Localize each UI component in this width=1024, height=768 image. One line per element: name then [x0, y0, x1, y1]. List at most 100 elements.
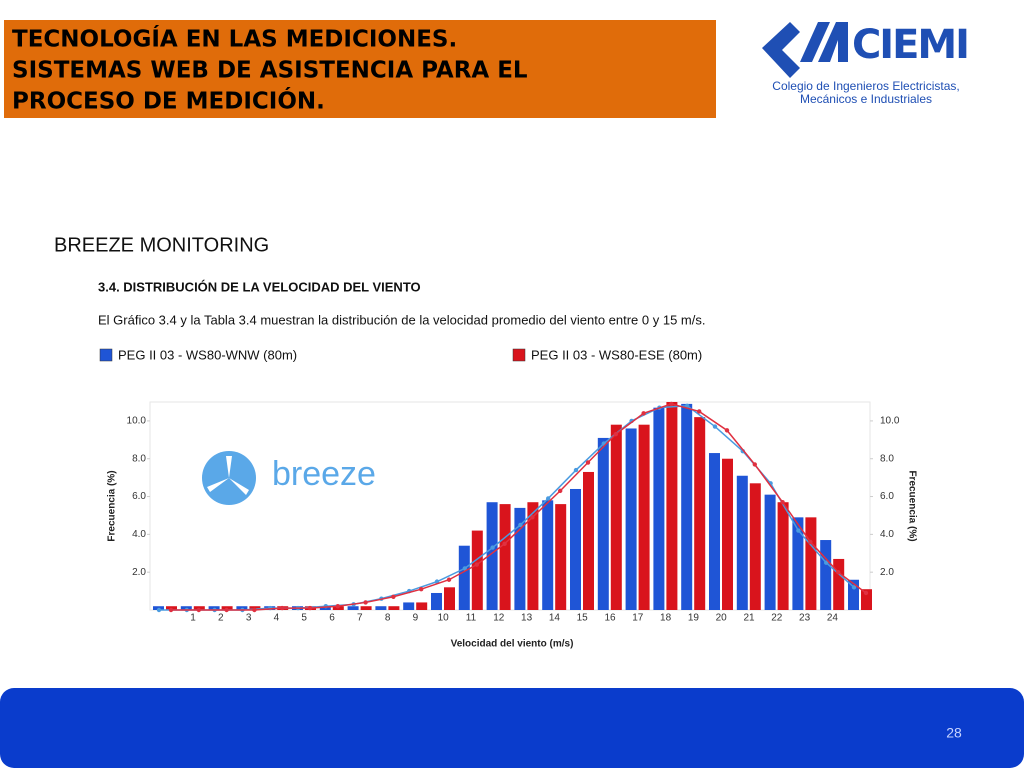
y-tick-label: 8.0 [132, 453, 146, 464]
legend-label: PEG II 03 - WS80-ESE (80m) [531, 347, 702, 362]
bar [625, 428, 637, 610]
bar [499, 504, 511, 610]
fit-point [712, 424, 718, 429]
bar [709, 453, 720, 610]
x-tick-label: 22 [771, 613, 783, 624]
bar [764, 494, 776, 610]
x-tick-label: 20 [716, 613, 728, 624]
bar [848, 579, 859, 610]
chart-title: 3.4. DISTRIBUCIÓN DE LA VELOCIDAD DEL VI… [98, 279, 421, 294]
legend-label: PEG II 03 - WS80-WNW (80m) [118, 347, 297, 362]
fit-point [752, 462, 757, 467]
bar [610, 424, 622, 610]
x-tick-label: 10 [438, 613, 450, 624]
x-tick-label: 24 [827, 613, 839, 624]
bar [736, 475, 748, 610]
fit-point [641, 411, 646, 416]
fit-point [697, 409, 702, 414]
x-tick-label: 4 [274, 613, 280, 624]
x-tick-label: 14 [549, 613, 561, 624]
bar [694, 417, 706, 610]
fit-point [363, 600, 368, 605]
x-tick-label: 6 [329, 613, 335, 624]
y-tick-label: 10.0 [127, 416, 147, 427]
x-tick-label: 9 [413, 613, 419, 624]
bar [570, 488, 581, 610]
x-tick-label: 11 [466, 613, 477, 624]
fit-point [252, 607, 257, 613]
y2-axis-label: Frecuencia (%) [906, 470, 917, 541]
fit-point [530, 515, 535, 520]
y-axis-label: Frecuencia (%) [107, 470, 118, 541]
y-tick-label: 6.0 [132, 491, 146, 502]
x-axis-label: Velocidad del viento (m/s) [451, 639, 574, 650]
x-tick-label: 23 [799, 613, 811, 624]
fit-point [585, 460, 591, 465]
x-tick-label: 1 [190, 613, 196, 624]
bar [653, 407, 665, 610]
fit-point [546, 496, 551, 501]
bar [486, 502, 498, 610]
bar [666, 402, 678, 610]
fit-point [196, 607, 201, 613]
fit-point [724, 428, 730, 433]
x-tick-label: 2 [218, 613, 224, 624]
x-tick-label: 17 [632, 613, 644, 624]
slide-title: PROCESO DE MEDICIÓN. [12, 87, 325, 115]
fit-point [836, 569, 841, 575]
bar [681, 403, 693, 610]
logo-subtitle: Colegio de Ingenieros Electricistas, [772, 79, 959, 93]
fit-point [502, 541, 507, 547]
page-number: 28 [946, 725, 962, 741]
fit-point [669, 401, 674, 407]
bar [861, 589, 872, 610]
fit-point [573, 467, 579, 473]
bar [638, 424, 650, 610]
bar [722, 458, 733, 610]
bar [555, 504, 567, 610]
y2-tick-label: 4.0 [880, 529, 894, 540]
slide-title: SISTEMAS WEB DE ASISTENCIA PARA EL [12, 58, 528, 84]
bar [403, 602, 415, 610]
bar [416, 602, 428, 610]
fit-point [474, 562, 479, 567]
bar [542, 500, 554, 610]
x-tick-label: 3 [246, 613, 252, 624]
fit-point [558, 488, 563, 494]
logo-icon [762, 22, 848, 78]
fit-point [851, 585, 857, 590]
bar [444, 587, 455, 610]
fit-point [224, 607, 229, 613]
fit-point [168, 607, 174, 613]
watermark: breeze [272, 455, 376, 493]
fit-line [171, 403, 867, 611]
fit-point [780, 500, 785, 505]
logo-text: CIEMI [852, 22, 970, 68]
bar [833, 558, 845, 610]
bar [431, 592, 442, 610]
fit-point [685, 403, 690, 408]
x-tick-label: 19 [688, 613, 700, 624]
bar [749, 483, 761, 610]
bar [792, 517, 804, 610]
fit-point [824, 560, 829, 565]
fit-point [462, 566, 467, 571]
fit-point [280, 605, 285, 611]
breeze-logo [202, 451, 256, 505]
footer-bar [0, 688, 1024, 768]
bar [777, 502, 789, 610]
y2-tick-label: 10.0 [880, 416, 900, 427]
bar [514, 507, 526, 610]
section-title: BREEZE MONITORING [54, 234, 269, 256]
fit-point [446, 577, 452, 582]
x-tick-label: 5 [301, 613, 307, 624]
bar [458, 545, 470, 610]
x-tick-label: 7 [357, 613, 363, 624]
fit-point [863, 590, 869, 596]
x-tick-label: 13 [521, 613, 533, 624]
fit-point [613, 431, 618, 437]
bar [527, 502, 539, 610]
x-tick-label: 21 [743, 613, 755, 624]
chart-subtitle: El Gráfico 3.4 y la Tabla 3.4 muestran l… [98, 312, 705, 327]
fit-point [307, 605, 313, 611]
